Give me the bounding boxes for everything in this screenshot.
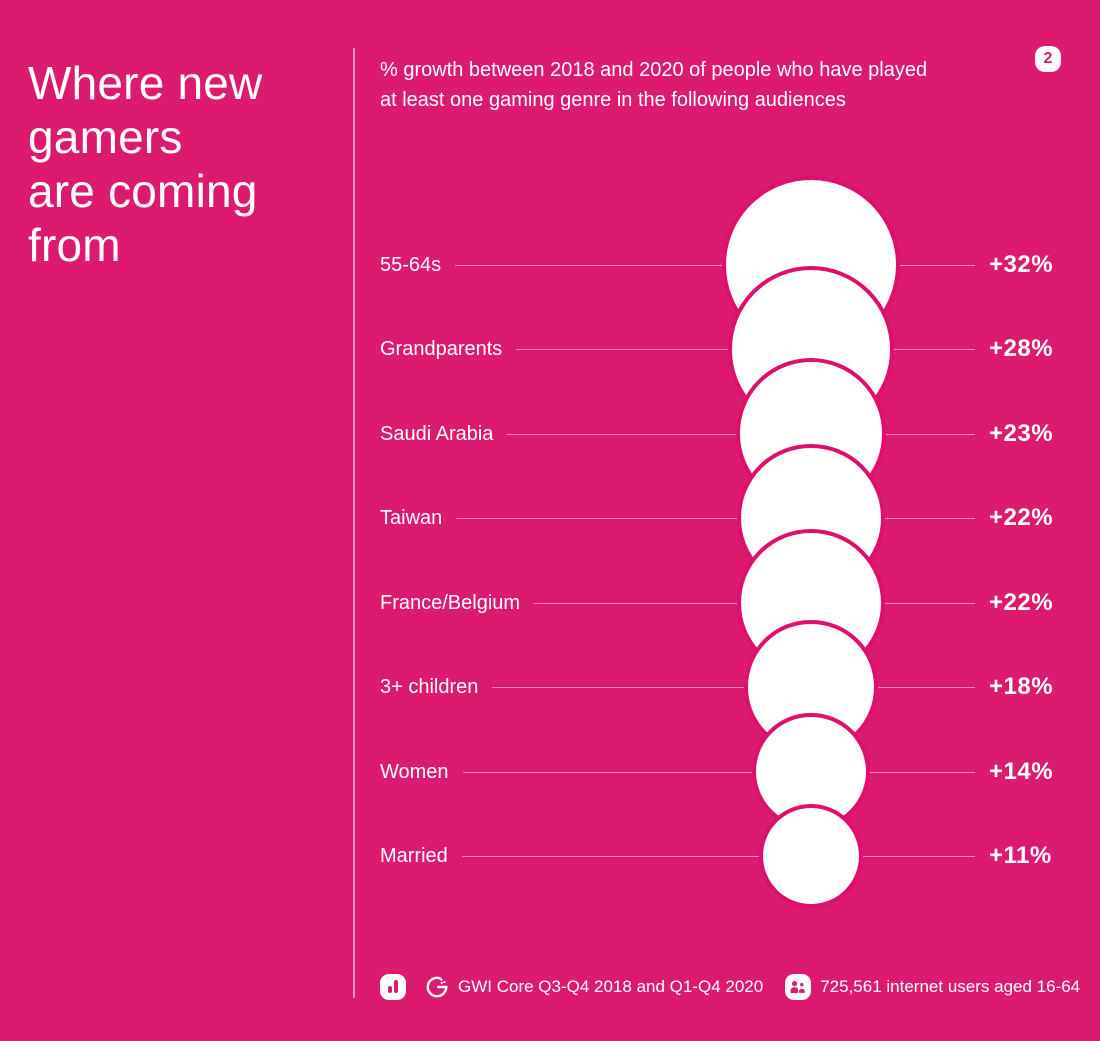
vertical-divider xyxy=(353,48,355,998)
subtitle-line: at least one gaming genre in the followi… xyxy=(380,89,846,111)
bubble-label: Saudi Arabia xyxy=(380,422,494,445)
connector-line xyxy=(886,433,975,435)
bubble-value: +18% xyxy=(989,673,1054,701)
chart-subtitle: % growth between 2018 and 2020 of people… xyxy=(380,55,927,115)
connector-line xyxy=(863,856,975,857)
title-line: Where new xyxy=(28,57,263,109)
connector-line xyxy=(516,349,728,351)
bar-chart-icon xyxy=(380,974,406,1000)
title-line: gamers xyxy=(28,111,183,163)
bubble-value: +11% xyxy=(989,842,1052,869)
bubble-label: Married xyxy=(380,845,448,867)
title-line: from xyxy=(28,219,121,271)
connector-line xyxy=(877,687,975,689)
bubble-label: Taiwan xyxy=(380,507,443,530)
connector-line xyxy=(463,771,753,773)
bubble-value: +23% xyxy=(989,419,1054,447)
connector-line xyxy=(534,602,738,604)
bubble-label: 3+ children xyxy=(380,676,479,699)
subtitle-line: % growth between 2018 and 2020 of people… xyxy=(380,59,928,81)
connector-line xyxy=(507,433,736,435)
connector-line xyxy=(894,349,975,351)
connector-line xyxy=(462,856,759,857)
bubble xyxy=(758,803,864,909)
connector-line xyxy=(884,518,975,520)
bubble-label: 55-64s xyxy=(380,254,442,276)
bubble-value: +22% xyxy=(989,588,1054,616)
connector-line xyxy=(492,687,745,689)
users-icon xyxy=(785,974,812,1000)
audience-text: 725,561 internet users aged 16-64 xyxy=(820,977,1081,996)
bubble-label: France/Belgium xyxy=(380,591,521,614)
bubble-label: Women xyxy=(380,760,449,783)
connector-line xyxy=(455,265,722,266)
connector-line xyxy=(900,265,975,266)
connector-line xyxy=(456,518,738,520)
connector-line xyxy=(869,771,975,773)
page-number-badge: 2 xyxy=(1035,46,1061,72)
bubble-value: +14% xyxy=(989,757,1054,785)
bubble-value: +32% xyxy=(989,251,1054,278)
footer: GWI Core Q3-Q4 2018 and Q1-Q4 2020 725,5… xyxy=(380,972,1080,1002)
bubble-label: Grandparents xyxy=(380,338,503,361)
connector-line xyxy=(884,602,975,604)
source-text: GWI Core Q3-Q4 2018 and Q1-Q4 2020 xyxy=(458,977,764,996)
gwi-logo-icon xyxy=(426,976,448,998)
title-line: are coming xyxy=(28,165,258,217)
bubble-value: +22% xyxy=(989,504,1054,532)
page-number: 2 xyxy=(1043,50,1053,67)
bubble-value: +28% xyxy=(989,335,1054,363)
page-title: Where new gamers are coming from xyxy=(28,56,262,272)
